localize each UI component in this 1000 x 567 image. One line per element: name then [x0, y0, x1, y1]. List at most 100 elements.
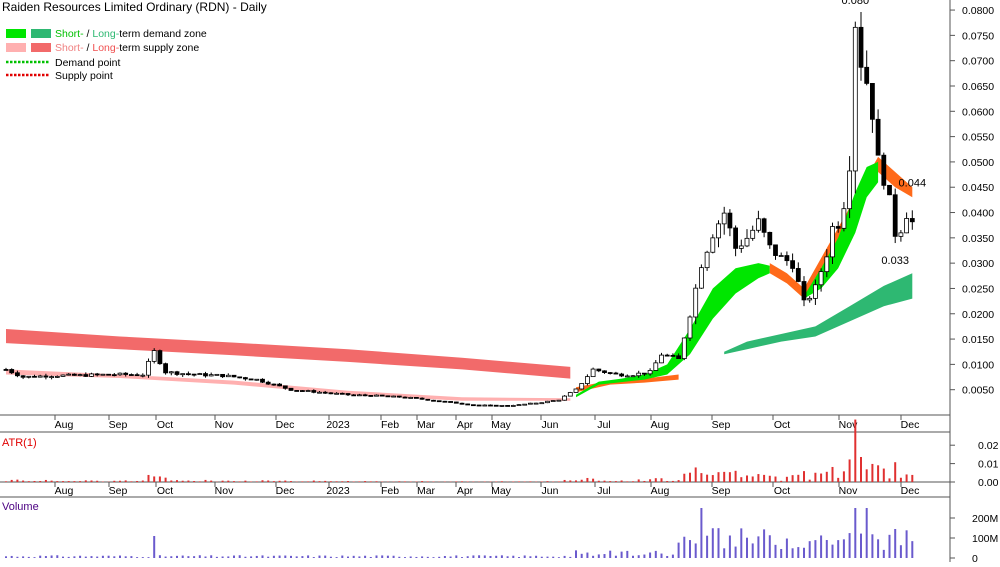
candle-body [152, 351, 156, 362]
volume-bar [370, 557, 372, 558]
volume-bar [524, 555, 526, 558]
candle-body [842, 209, 846, 229]
candle-body [848, 171, 852, 209]
candle-body [471, 405, 475, 406]
candle-body [323, 392, 327, 393]
candle-body [677, 356, 681, 359]
candle-body [688, 317, 692, 338]
atr-bar [678, 480, 680, 482]
candle-body [665, 355, 669, 356]
volume-bar [227, 556, 229, 558]
candle-body [745, 238, 749, 246]
candle-body [101, 374, 105, 375]
legend-demand-short: Short- [55, 28, 84, 40]
atr-bar [262, 480, 264, 482]
price-annotation: 0.044 [899, 177, 927, 189]
candle-body [779, 256, 783, 257]
volume-bar [472, 555, 474, 558]
atr-bar [187, 481, 189, 482]
volume-bar [586, 553, 588, 558]
atr-bar [176, 480, 178, 482]
candle-body [38, 376, 42, 377]
volume-bar [347, 557, 349, 558]
atr-bar [267, 480, 269, 482]
candle-body [181, 374, 185, 375]
atr-title: ATR(1) [2, 437, 37, 449]
candle-body [791, 261, 795, 269]
month-axis-label: Dec [276, 419, 295, 431]
volume-bar [467, 556, 469, 558]
atr-bar [159, 476, 161, 482]
volume-bar [700, 508, 702, 558]
candle-body [637, 373, 641, 376]
price-axis-label: 0.0800 [962, 5, 994, 17]
candle-body [95, 374, 99, 375]
candle-body [107, 374, 111, 375]
volume-bar [358, 556, 360, 558]
volume-bar [153, 536, 155, 558]
atr-bar [330, 481, 332, 482]
volume-bar [421, 556, 423, 558]
atr-bar [336, 481, 338, 482]
short-supply-swatch [6, 43, 26, 52]
atr-bar [564, 480, 566, 482]
candle-body [4, 369, 8, 370]
volume-bar [182, 556, 184, 558]
atr-month-axis-label: Aug [55, 485, 74, 497]
candle-body [306, 391, 310, 392]
atr-bar [849, 459, 851, 482]
volume-bar [34, 557, 36, 558]
atr-bar [130, 481, 132, 482]
volume-bar [244, 557, 246, 558]
month-axis-label: Feb [381, 419, 399, 431]
volume-bar [290, 556, 292, 558]
atr-bar [136, 481, 138, 482]
atr-bar [729, 472, 731, 482]
candle-body [614, 373, 618, 374]
volume-bar [187, 556, 189, 558]
volume-bar [148, 557, 150, 558]
atr-bar [797, 475, 799, 482]
atr-bar [455, 481, 457, 482]
candle-body [243, 378, 247, 379]
candle-body [363, 395, 367, 396]
atr-bar [581, 480, 583, 482]
volume-bar [541, 557, 543, 558]
candle-body [409, 397, 413, 398]
volume-bar [552, 557, 554, 558]
volume-bar [832, 545, 834, 558]
atr-bar [689, 473, 691, 482]
volume-bar [176, 556, 178, 558]
atr-bar [843, 471, 845, 482]
candle-body [437, 401, 441, 402]
candle-body [278, 384, 282, 386]
atr-bar [672, 481, 674, 482]
volume-bar [398, 557, 400, 558]
candle-body [876, 119, 880, 155]
legend-supply-zone: Short- / Long-term supply zone [55, 42, 199, 54]
atr-bar [706, 475, 708, 482]
atr-bar [666, 481, 668, 482]
legend-supply-suffix: term supply zone [119, 42, 199, 54]
atr-bar [210, 481, 212, 482]
atr-bar [569, 480, 571, 482]
candle-body [574, 389, 578, 393]
candle-body [534, 403, 538, 404]
long-demand-swatch [31, 29, 51, 38]
atr-bar [894, 462, 896, 482]
volume-bar [661, 554, 663, 558]
candle-body [226, 375, 230, 376]
candle-body [642, 373, 646, 374]
legend-demand-suffix: term demand zone [119, 28, 207, 40]
candle-body [414, 397, 418, 398]
month-axis-label: Aug [55, 419, 74, 431]
candle-body [175, 372, 179, 375]
atr-bar [39, 481, 41, 482]
volume-bar [102, 556, 104, 558]
candle-body [591, 369, 595, 377]
candle-body [762, 219, 766, 233]
candle-body [112, 375, 116, 376]
candle-body [204, 374, 208, 376]
candle-body [426, 399, 430, 400]
